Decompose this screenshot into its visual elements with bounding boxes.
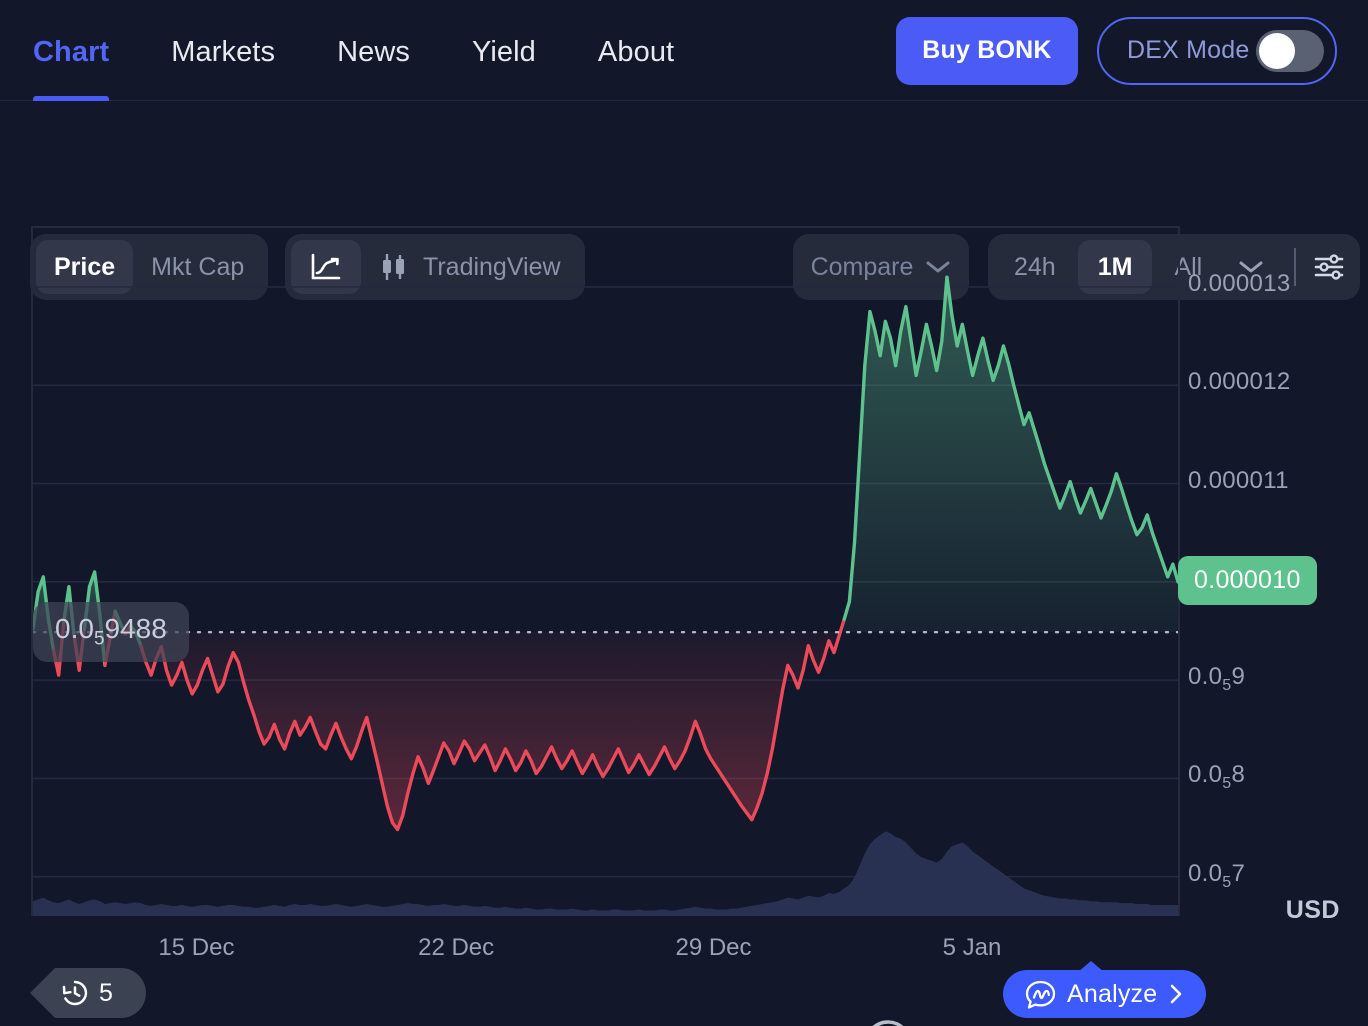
chevron-right-icon	[1171, 984, 1182, 1004]
line-chart-icon-button[interactable]	[291, 240, 361, 294]
y-axis-tick-label: 0.000011	[1188, 466, 1289, 494]
tab-about[interactable]: About	[597, 36, 675, 68]
y-tick-subscript: 5	[1222, 873, 1232, 891]
metric-option-mktcap[interactable]: Mkt Cap	[151, 252, 245, 281]
coinmarketcap-watermark: CoinMarketCap	[862, 1018, 1183, 1026]
sliders-settings-icon	[1314, 254, 1344, 280]
dex-mode-label: DEX Mode	[1127, 36, 1250, 64]
range-option-24h[interactable]: 24h	[1014, 252, 1056, 281]
y-axis-tick-label: 0.057	[1188, 859, 1246, 891]
range-dropdown-button[interactable]	[1224, 259, 1278, 275]
current-price-badge: 0.000010	[1178, 555, 1317, 605]
chart-type-group: TradingView	[285, 234, 585, 300]
open-price-subscript: 5	[93, 628, 105, 650]
range-option-1m[interactable]: 1M	[1077, 240, 1153, 294]
tab-markets[interactable]: Markets	[171, 36, 276, 68]
y-axis-tick-label: 0.000012	[1188, 368, 1291, 396]
buy-bonk-button[interactable]: Buy BONK	[896, 16, 1078, 85]
tradingview-option[interactable]: TradingView	[361, 240, 579, 294]
x-axis-tick-label: 15 Dec	[158, 934, 235, 961]
chevron-down-icon	[1239, 261, 1263, 273]
chevron-down-icon	[926, 261, 950, 273]
analyze-button[interactable]: Analyze	[1003, 970, 1207, 1018]
toolbar-divider	[1294, 248, 1297, 286]
y-axis-tick-label: 0.000013	[1188, 269, 1291, 297]
y-axis-tick-label: 0.059	[1188, 663, 1246, 694]
compare-dropdown[interactable]: Compare	[793, 234, 969, 300]
nav-tab-list: Chart Markets News Yield About	[33, 0, 674, 101]
compare-label: Compare	[810, 252, 914, 281]
top-navigation-bar: Chart Markets News Yield About Buy BONK …	[0, 0, 1368, 101]
dex-mode-switch-track[interactable]	[1256, 29, 1324, 72]
price-chart-svg	[31, 275, 1180, 916]
time-range-group: 24h 1M All	[988, 234, 1361, 300]
line-chart-icon	[311, 253, 341, 280]
x-axis-tick-label: 22 Dec	[418, 934, 495, 961]
metric-option-price[interactable]: Price	[36, 240, 134, 294]
tab-yield[interactable]: Yield	[472, 36, 536, 68]
y-tick-subscript: 5	[1222, 775, 1232, 793]
chart-settings-button[interactable]	[1312, 251, 1346, 283]
coinmarketcap-logo-icon	[872, 1020, 904, 1026]
history-badge-shape	[30, 968, 146, 1018]
dex-mode-toggle[interactable]: DEX Mode	[1097, 16, 1337, 85]
x-axis-tick-label: 29 Dec	[675, 934, 752, 961]
history-count-label: 5	[99, 978, 113, 1007]
x-axis-label-group: 15 Dec 22 Dec 29 Dec 5 Jan	[31, 926, 1180, 966]
y-tick-subscript: 5	[1222, 676, 1232, 694]
metric-segmented-control: Price Mkt Cap	[30, 234, 269, 300]
open-price-badge: 0.059488	[33, 602, 189, 662]
tab-chart[interactable]: Chart	[33, 0, 110, 101]
chart-plot-area[interactable]	[31, 226, 1180, 916]
tradingview-label: TradingView	[423, 252, 561, 281]
analyze-label: Analyze	[1067, 979, 1158, 1008]
dex-mode-switch-knob	[1259, 32, 1295, 69]
price-chart-container: 0.000013 0.000012 0.000011 0.000010 0.059 0.0…	[0, 226, 1368, 1026]
y-axis-tick-label: 0.058	[1188, 761, 1246, 793]
analyze-button-notch	[1078, 961, 1104, 972]
tab-news[interactable]: News	[337, 36, 410, 68]
nav-actions: Buy BONK DEX Mode	[896, 0, 1368, 101]
analyze-bubble-icon	[1025, 980, 1056, 1009]
currency-label: USD	[1285, 896, 1340, 924]
history-badge-wrap[interactable]: 5	[30, 968, 146, 1018]
history-badge[interactable]: 5	[30, 968, 146, 1018]
clock-rewind-icon	[62, 980, 88, 1006]
candlestick-icon	[383, 254, 404, 280]
x-axis-tick-label: 5 Jan	[942, 934, 1002, 961]
chart-toolbar: Price Mkt Cap TradingView	[0, 101, 1368, 300]
